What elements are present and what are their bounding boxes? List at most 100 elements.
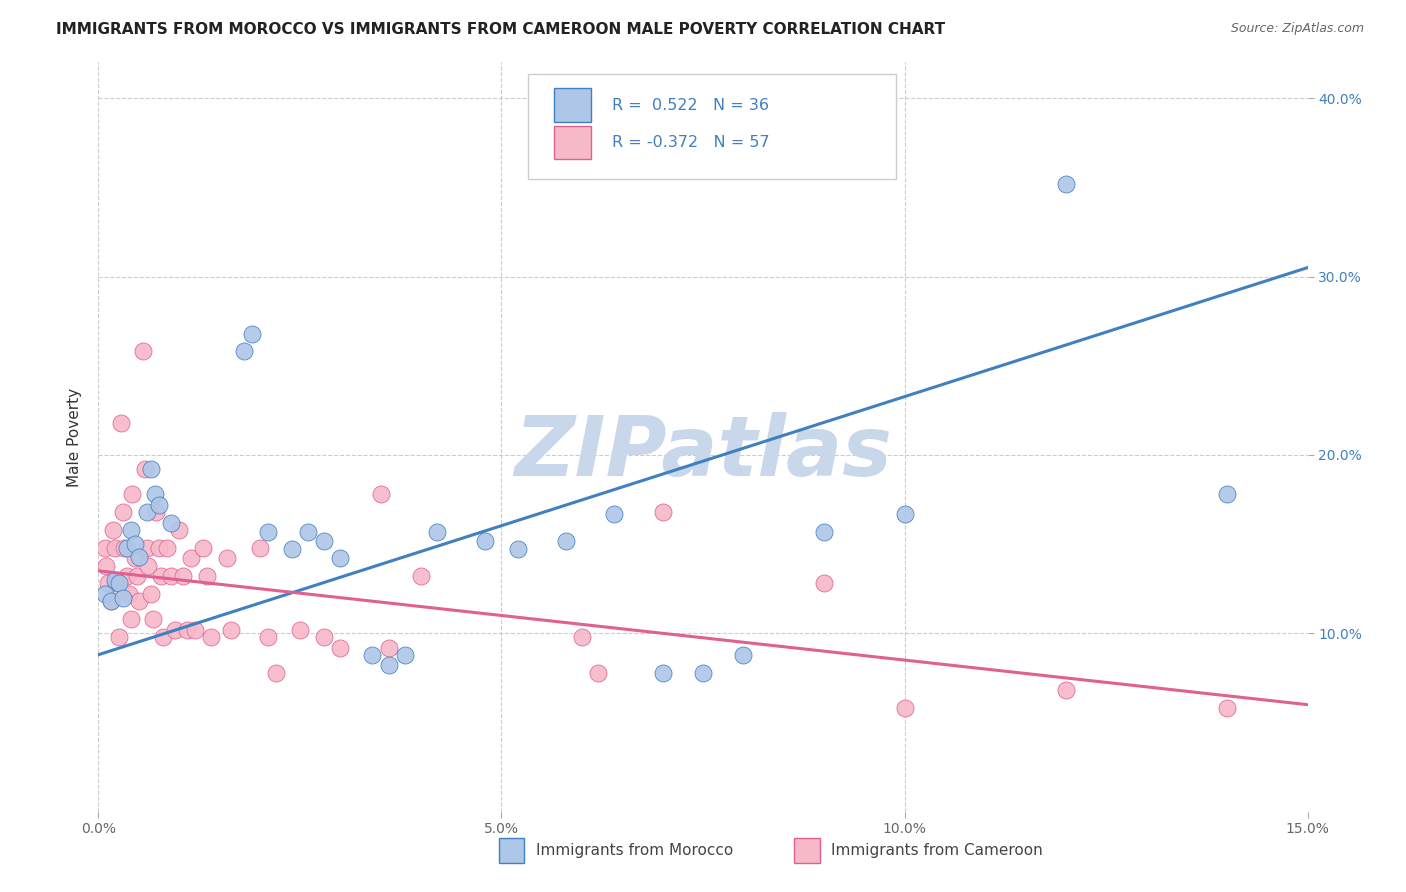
- Point: [555, 533, 578, 548]
- Point: [135, 505, 157, 519]
- Point: [1216, 487, 1239, 501]
- Point: [217, 551, 239, 566]
- Point: [150, 569, 173, 583]
- Point: [145, 505, 167, 519]
- Text: R = -0.372   N = 57: R = -0.372 N = 57: [613, 135, 770, 150]
- Point: [1054, 683, 1077, 698]
- Point: [138, 558, 160, 573]
- FancyBboxPatch shape: [554, 88, 591, 122]
- Point: [1216, 701, 1239, 715]
- Point: [120, 523, 142, 537]
- Point: [232, 344, 254, 359]
- Point: [297, 524, 319, 539]
- Point: [101, 523, 124, 537]
- Point: [107, 576, 129, 591]
- Point: [132, 344, 155, 359]
- Point: [127, 569, 149, 583]
- FancyBboxPatch shape: [554, 126, 591, 160]
- Point: [160, 516, 183, 530]
- Y-axis label: Male Poverty: Male Poverty: [67, 387, 83, 487]
- Text: IMMIGRANTS FROM MOROCCO VS IMMIGRANTS FROM CAMEROON MALE POVERTY CORRELATION CHA: IMMIGRANTS FROM MOROCCO VS IMMIGRANTS FR…: [56, 22, 945, 37]
- Point: [111, 591, 134, 605]
- Point: [329, 640, 352, 655]
- Point: [193, 541, 215, 555]
- Point: [426, 524, 449, 539]
- Point: [94, 587, 117, 601]
- Point: [148, 498, 170, 512]
- FancyBboxPatch shape: [527, 74, 897, 178]
- Point: [94, 541, 117, 555]
- Point: [160, 569, 183, 583]
- Point: [163, 623, 186, 637]
- Text: ZIPatlas: ZIPatlas: [515, 411, 891, 492]
- Point: [111, 505, 134, 519]
- Point: [506, 542, 529, 557]
- Point: [152, 630, 174, 644]
- Point: [603, 507, 626, 521]
- Point: [96, 558, 118, 573]
- Point: [115, 541, 138, 555]
- Point: [281, 542, 304, 557]
- Point: [142, 612, 165, 626]
- Point: [107, 630, 129, 644]
- Point: [813, 576, 835, 591]
- Text: Immigrants from Morocco: Immigrants from Morocco: [536, 844, 733, 858]
- Point: [264, 665, 287, 680]
- Point: [118, 587, 141, 601]
- Point: [105, 576, 128, 591]
- Point: [143, 487, 166, 501]
- Point: [377, 658, 399, 673]
- Point: [314, 533, 336, 548]
- Point: [361, 648, 384, 662]
- Point: [256, 630, 278, 644]
- Point: [176, 623, 198, 637]
- Point: [893, 701, 915, 715]
- Point: [256, 524, 278, 539]
- Point: [195, 569, 218, 583]
- Text: R =  0.522   N = 36: R = 0.522 N = 36: [613, 97, 769, 112]
- Point: [100, 594, 122, 608]
- Point: [571, 630, 593, 644]
- Point: [128, 549, 150, 564]
- Point: [240, 326, 263, 341]
- Point: [733, 648, 755, 662]
- Point: [249, 541, 271, 555]
- Text: Immigrants from Cameroon: Immigrants from Cameroon: [831, 844, 1043, 858]
- Point: [100, 594, 122, 608]
- Point: [329, 551, 352, 566]
- Point: [180, 551, 202, 566]
- Point: [112, 541, 135, 555]
- Point: [148, 541, 170, 555]
- Point: [103, 573, 125, 587]
- Point: [139, 587, 162, 601]
- Point: [110, 416, 132, 430]
- Point: [103, 541, 125, 555]
- Point: [124, 537, 146, 551]
- Point: [394, 648, 416, 662]
- Point: [134, 462, 156, 476]
- Text: Source: ZipAtlas.com: Source: ZipAtlas.com: [1230, 22, 1364, 36]
- Point: [167, 523, 190, 537]
- Point: [288, 623, 311, 637]
- Point: [200, 630, 222, 644]
- Point: [370, 487, 392, 501]
- Point: [314, 630, 336, 644]
- Point: [586, 665, 609, 680]
- Point: [97, 576, 120, 591]
- Point: [184, 623, 207, 637]
- Point: [121, 487, 143, 501]
- Point: [474, 533, 496, 548]
- Point: [139, 462, 162, 476]
- Point: [813, 524, 835, 539]
- Point: [409, 569, 432, 583]
- Point: [120, 612, 142, 626]
- Point: [651, 505, 673, 519]
- Point: [692, 665, 714, 680]
- Point: [135, 541, 157, 555]
- Point: [377, 640, 399, 655]
- Point: [128, 594, 150, 608]
- Point: [156, 541, 179, 555]
- Point: [221, 623, 243, 637]
- Point: [893, 507, 915, 521]
- Point: [124, 551, 146, 566]
